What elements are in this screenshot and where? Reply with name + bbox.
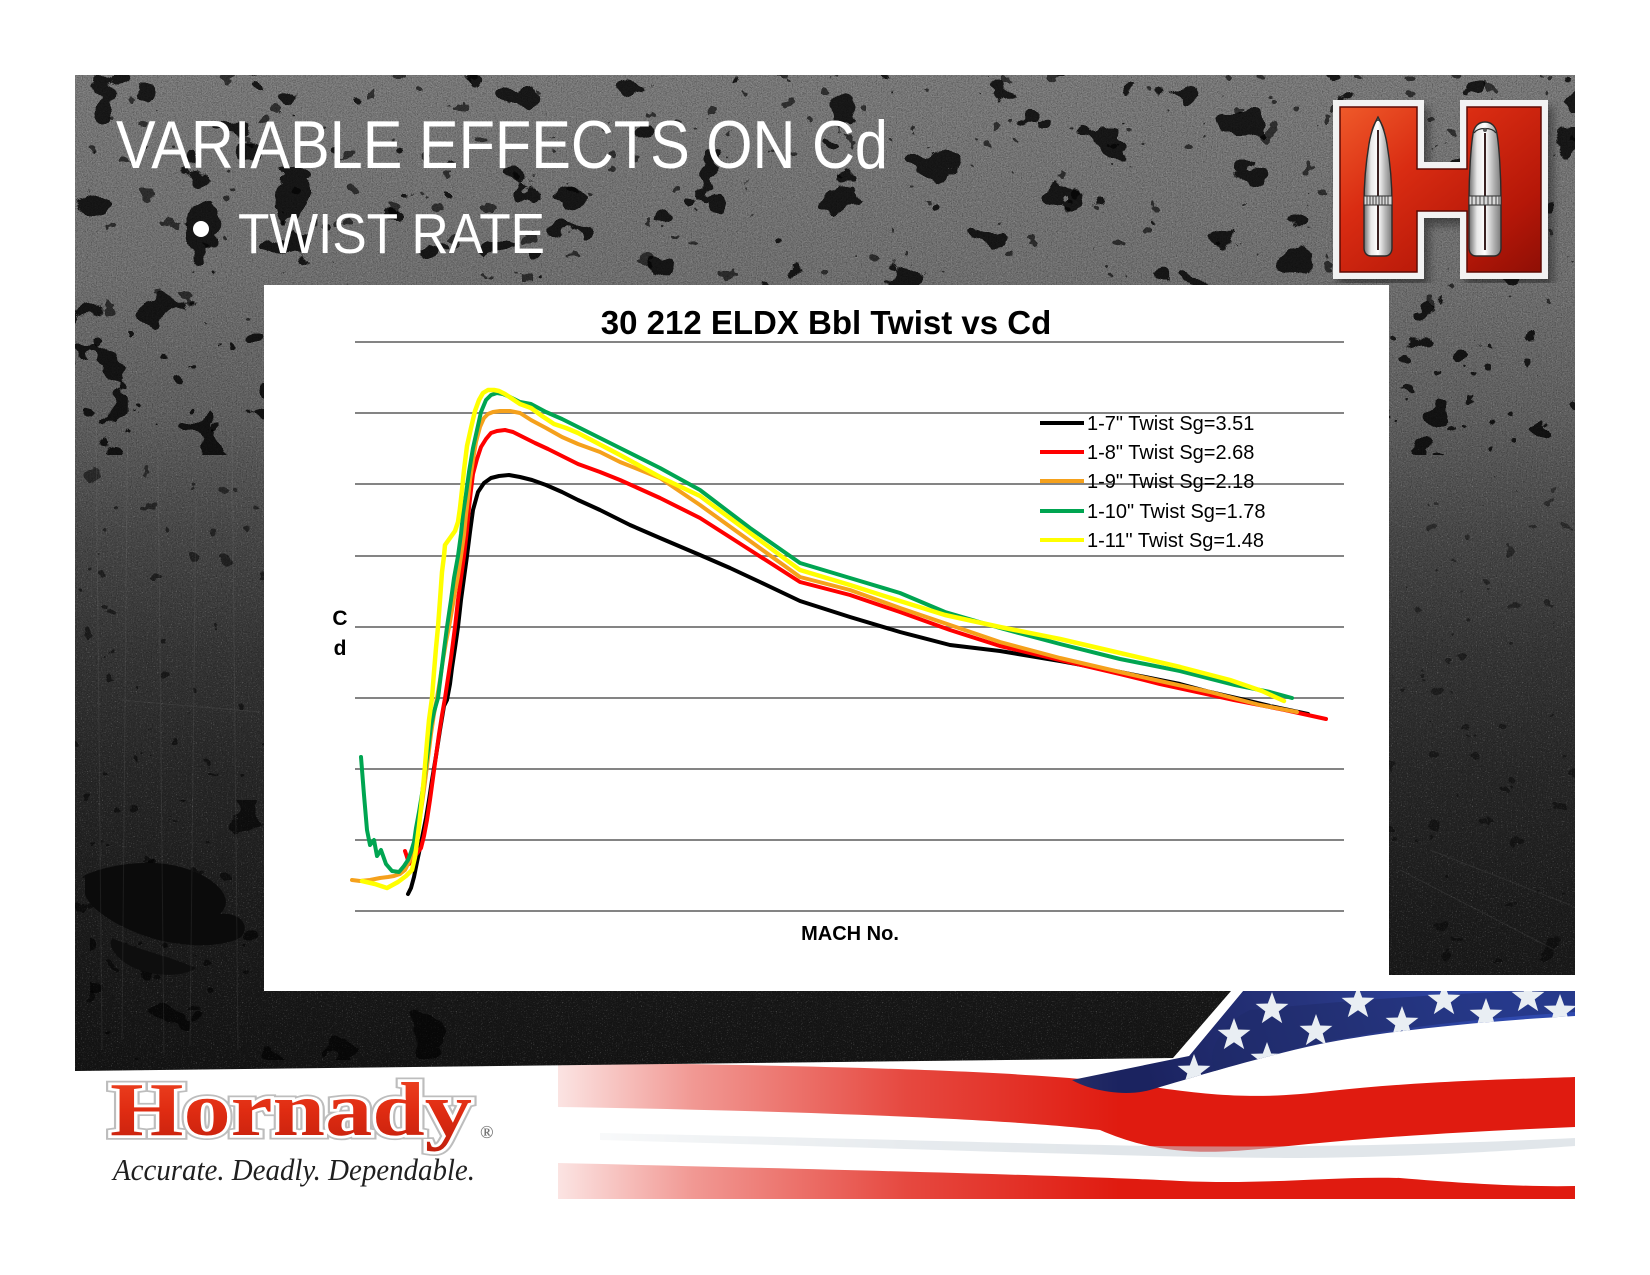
svg-text:®: ® (480, 1122, 493, 1142)
svg-text:C: C (332, 607, 347, 630)
svg-text:Hornady: Hornady (110, 1068, 472, 1152)
svg-text:VARIABLE EFFECTS ON Cd: VARIABLE EFFECTS ON Cd (116, 107, 888, 183)
svg-text:TWIST RATE: TWIST RATE (238, 202, 545, 266)
svg-text:30 212 ELDX Bbl Twist vs Cd: 30 212 ELDX Bbl Twist vs Cd (601, 304, 1052, 341)
svg-text:Accurate. Deadly. Dependable.: Accurate. Deadly. Dependable. (111, 1152, 475, 1187)
svg-text:MACH No.: MACH No. (801, 923, 899, 945)
svg-text:Hornady: Hornady (110, 1068, 472, 1152)
svg-text:1-7" Twist Sg=3.51: 1-7" Twist Sg=3.51 (1087, 413, 1254, 435)
svg-text:1-8" Twist Sg=2.68: 1-8" Twist Sg=2.68 (1087, 442, 1254, 464)
svg-text:d: d (334, 637, 347, 660)
svg-text:1-9" Twist Sg=2.18: 1-9" Twist Sg=2.18 (1087, 471, 1254, 493)
svg-text:1-10" Twist Sg=1.78: 1-10" Twist Sg=1.78 (1087, 501, 1266, 523)
svg-text:Hornady: Hornady (110, 1068, 472, 1152)
svg-text:1-11" Twist Sg=1.48: 1-11" Twist Sg=1.48 (1087, 530, 1264, 552)
